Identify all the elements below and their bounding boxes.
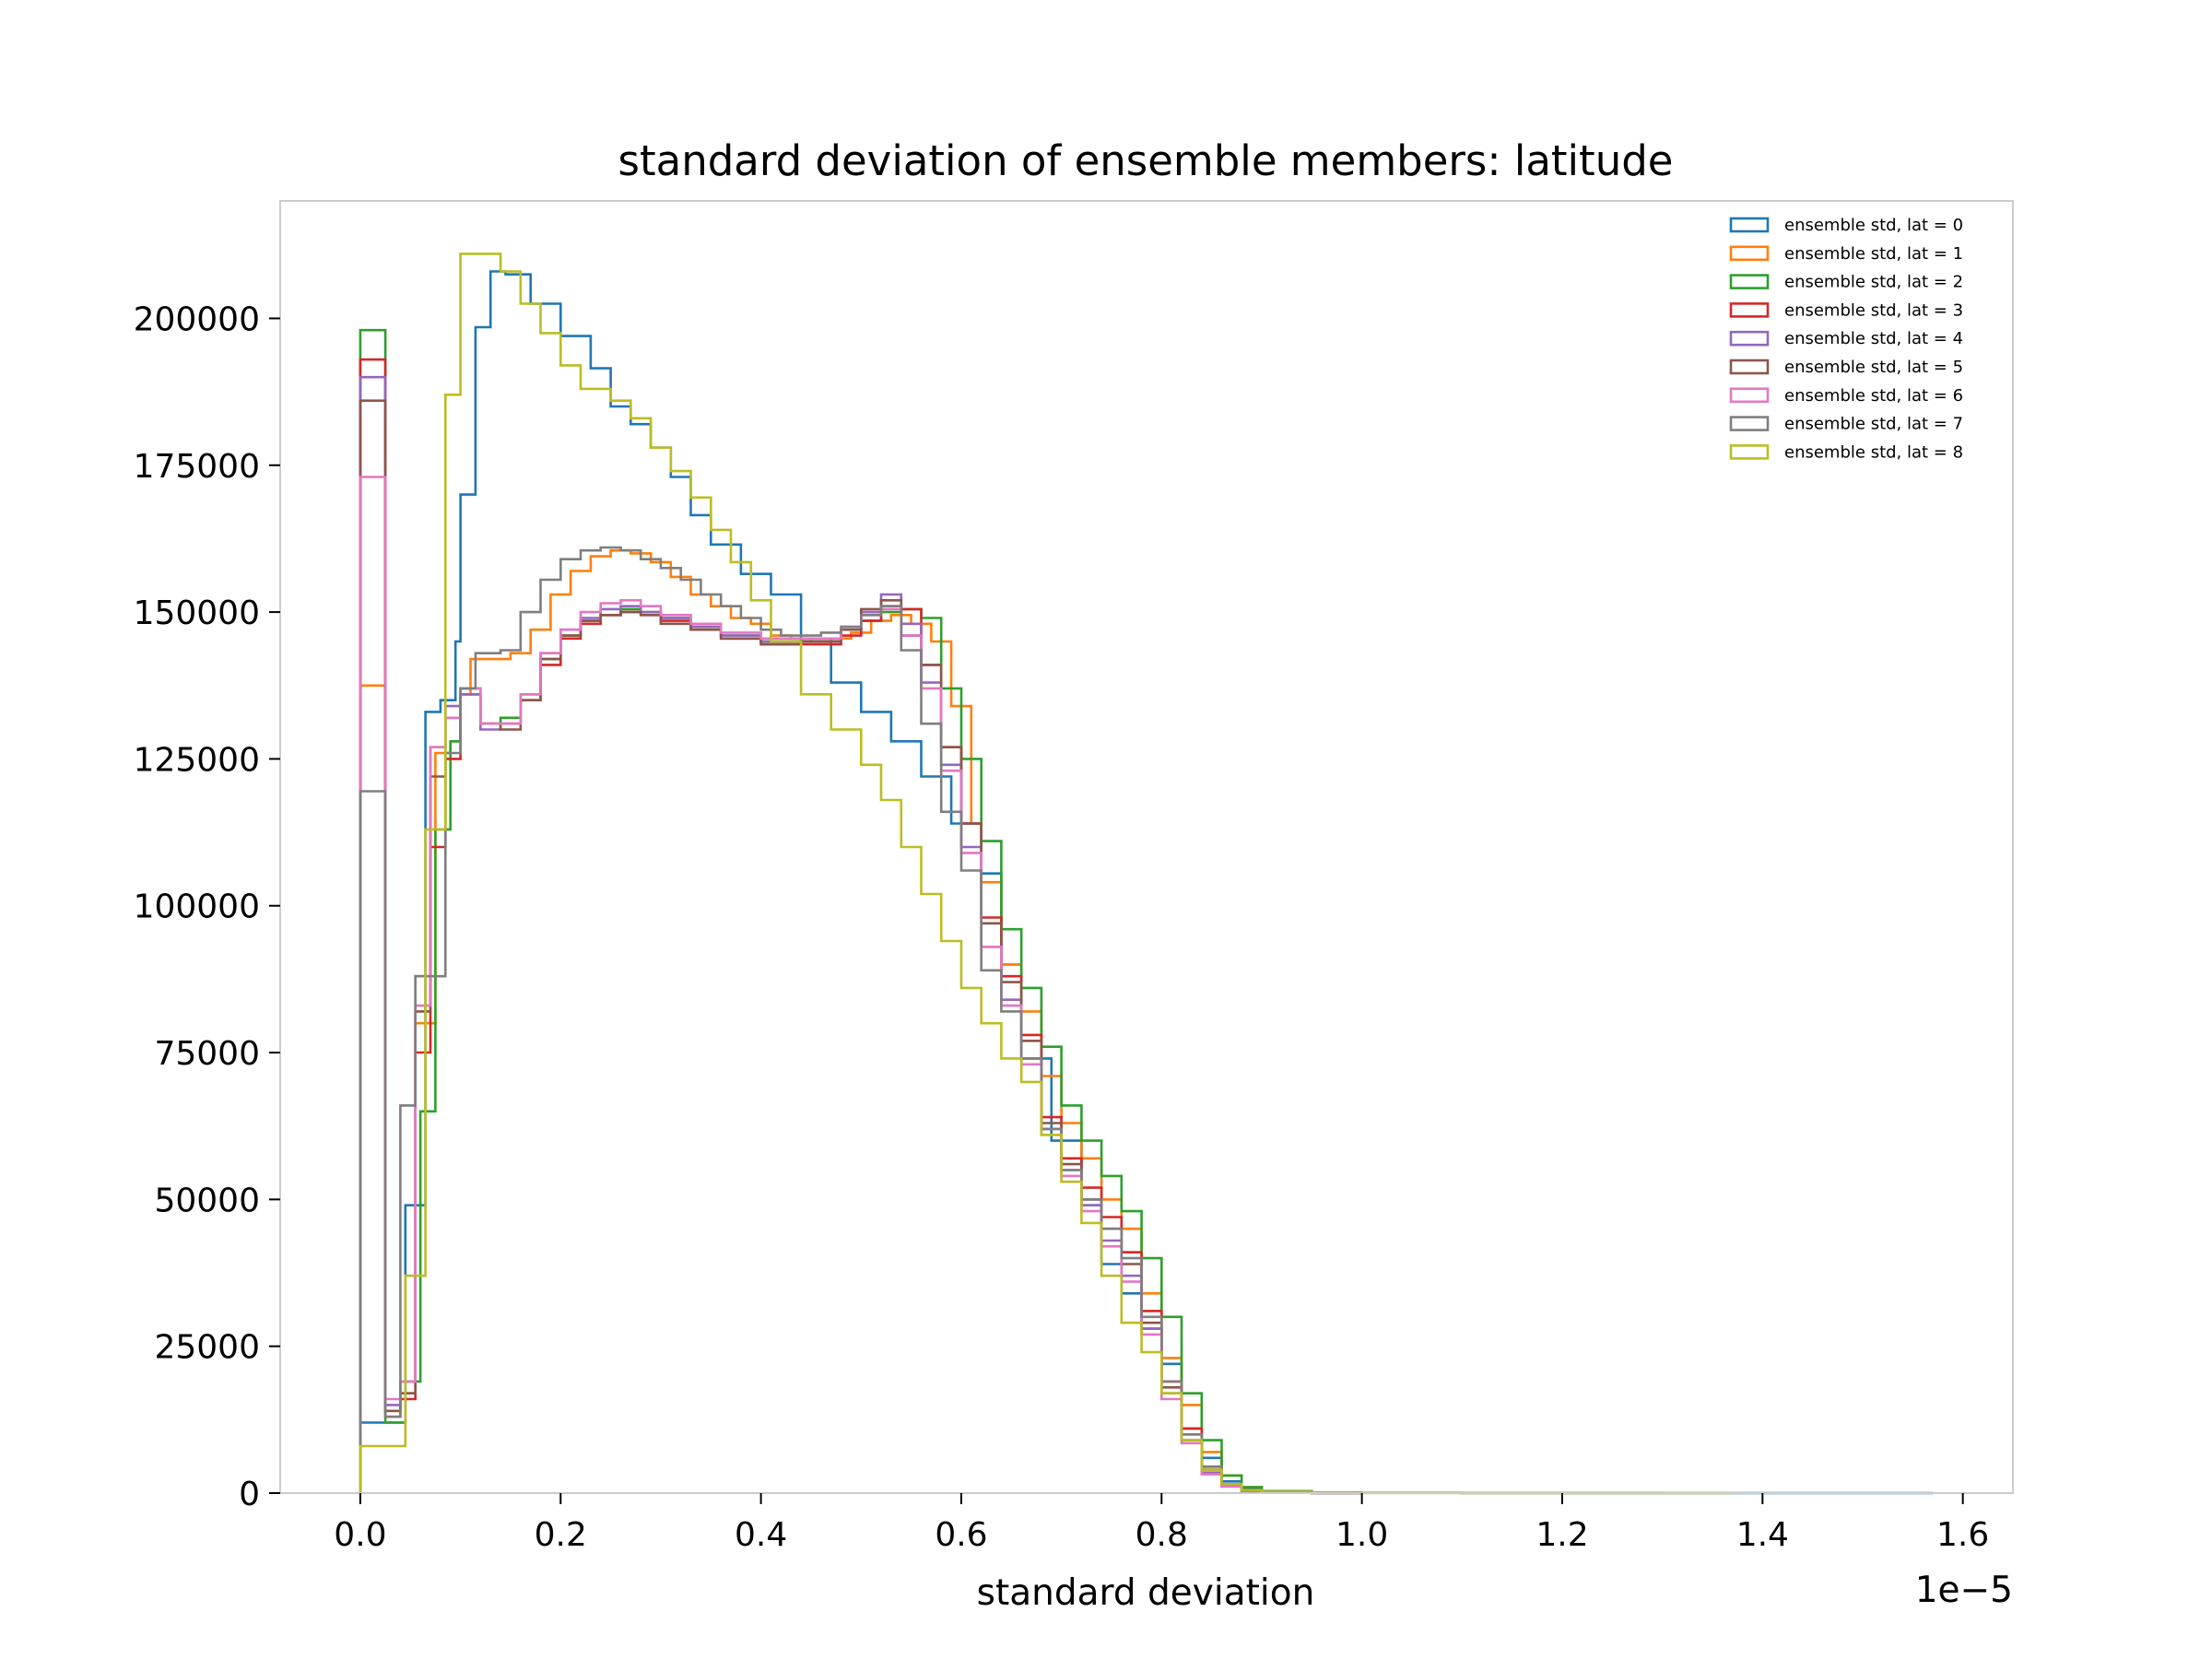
x-tick-label: 1.2 [1535,1516,1588,1554]
series-4-line [359,375,1363,1495]
y-tick-label: 200000 [134,300,260,338]
legend-swatch [1729,359,1770,375]
legend: ensemble std, lat = 0 ensemble std, lat =… [1729,216,1963,462]
legend-label: ensemble std, lat = 0 [1784,216,1963,235]
x-axis: 0.0 0.2 0.4 0.6 0.8 1.0 1.2 1.4 1.6 [334,1493,1989,1554]
legend-label: ensemble std, lat = 4 [1784,329,1963,348]
y-tick-label: 175000 [134,448,260,486]
legend-label: ensemble std, lat = 5 [1784,358,1963,377]
legend-swatch [1729,245,1770,262]
chart-title: standard deviation of ensemble members: … [618,136,1674,185]
x-tick-label: 0.4 [735,1516,787,1554]
series-layer [359,253,1934,1495]
legend-swatch [1729,330,1770,347]
y-axis: 0 25000 50000 75000 100000 125000 150000 175000… [134,300,280,1513]
legend-label: ensemble std, lat = 8 [1784,442,1963,462]
series-8-line [359,253,1733,1495]
series-7-line [359,546,1363,1495]
legend-label: ensemble std, lat = 6 [1784,386,1963,406]
y-tick-label: 0 [239,1476,260,1513]
plot-frame [279,200,2014,1494]
x-tick-label: 0.0 [334,1516,386,1554]
x-axis-label: standard deviation [977,1572,1315,1614]
series-5-line [359,399,1363,1495]
x-tick-label: 1.4 [1736,1516,1789,1554]
x-tick-label: 0.8 [1135,1516,1188,1554]
x-tick-label: 0.2 [535,1516,587,1554]
x-axis-offset-label: 1e−5 [1915,1570,2013,1611]
y-tick-label: 50000 [154,1182,260,1219]
y-tick-label: 150000 [134,594,260,632]
y-tick-label: 25000 [154,1329,260,1367]
legend-swatch [1729,274,1770,289]
legend-swatch [1729,302,1770,318]
x-tick-label: 0.6 [935,1516,987,1554]
legend-label: ensemble std, lat = 3 [1784,300,1963,320]
y-tick-label: 75000 [154,1035,260,1073]
series-3-line [359,358,1363,1495]
x-tick-label: 1.0 [1335,1516,1388,1554]
y-tick-label: 100000 [134,888,260,926]
legend-swatch [1729,217,1770,233]
legend-label: ensemble std, lat = 1 [1784,244,1963,264]
series-2-line [359,328,1363,1494]
legend-label: ensemble std, lat = 2 [1784,273,1963,292]
x-tick-label: 1.6 [1936,1516,1989,1554]
legend-swatch [1729,387,1770,404]
legend-label: ensemble std, lat = 7 [1784,415,1963,434]
y-tick-label: 125000 [134,741,260,779]
legend-swatch [1729,416,1770,431]
legend-swatch [1729,444,1770,460]
